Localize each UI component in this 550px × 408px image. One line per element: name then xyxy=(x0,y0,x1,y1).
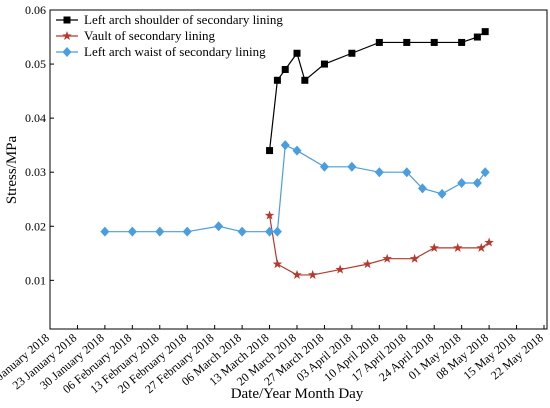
marker xyxy=(480,167,490,178)
y-tick-label: 0.04 xyxy=(25,111,46,125)
series-line xyxy=(268,215,490,276)
legend-marker xyxy=(63,16,71,24)
marker xyxy=(347,161,357,172)
x-axis-label: Date/Year Month Day xyxy=(231,386,364,402)
marker xyxy=(307,269,318,279)
legend-text: Left arch shoulder of secondary lining xyxy=(84,12,283,27)
marker xyxy=(237,226,247,237)
marker xyxy=(301,76,309,84)
marker xyxy=(264,210,275,220)
marker xyxy=(484,237,494,247)
y-tick-label: 0.05 xyxy=(25,57,46,71)
marker xyxy=(292,145,302,156)
marker xyxy=(362,259,373,269)
marker xyxy=(155,226,165,237)
marker xyxy=(266,147,274,155)
marker xyxy=(437,188,447,199)
marker xyxy=(382,253,392,263)
marker xyxy=(292,269,302,279)
marker xyxy=(272,226,282,237)
marker xyxy=(417,183,427,194)
marker xyxy=(472,178,482,189)
marker xyxy=(265,226,275,237)
marker xyxy=(348,49,356,57)
y-tick-label: 0.06 xyxy=(25,3,46,17)
marker xyxy=(374,167,384,178)
marker xyxy=(430,38,438,46)
marker xyxy=(293,49,301,57)
marker xyxy=(409,253,420,263)
legend-marker xyxy=(62,47,72,57)
marker xyxy=(281,65,289,73)
marker xyxy=(481,28,489,36)
marker xyxy=(429,242,439,252)
marker xyxy=(457,178,467,189)
marker xyxy=(272,259,283,269)
y-tick-label: 0.01 xyxy=(25,273,46,287)
marker xyxy=(452,242,463,252)
series-line xyxy=(268,31,486,151)
marker xyxy=(182,226,192,237)
legend-marker xyxy=(62,31,72,41)
marker xyxy=(100,226,110,237)
marker xyxy=(335,264,345,274)
marker xyxy=(476,242,487,252)
marker xyxy=(458,38,466,46)
marker xyxy=(214,221,224,232)
marker xyxy=(402,167,412,178)
series-line xyxy=(104,144,486,233)
y-axis-label: Stress/MPa xyxy=(4,135,20,204)
plot-frame xyxy=(49,9,548,330)
marker xyxy=(273,76,281,84)
legend-text: Left arch waist of secondary lining xyxy=(84,44,266,59)
marker xyxy=(320,60,328,68)
marker xyxy=(280,140,290,151)
y-tick-label: 0.02 xyxy=(25,219,46,233)
marker xyxy=(319,161,329,172)
y-tick-label: 0.03 xyxy=(25,165,46,179)
marker xyxy=(127,226,137,237)
legend-text: Vault of secondary lining xyxy=(84,28,216,43)
marker xyxy=(403,38,411,46)
marker xyxy=(375,38,383,46)
marker xyxy=(473,33,481,41)
